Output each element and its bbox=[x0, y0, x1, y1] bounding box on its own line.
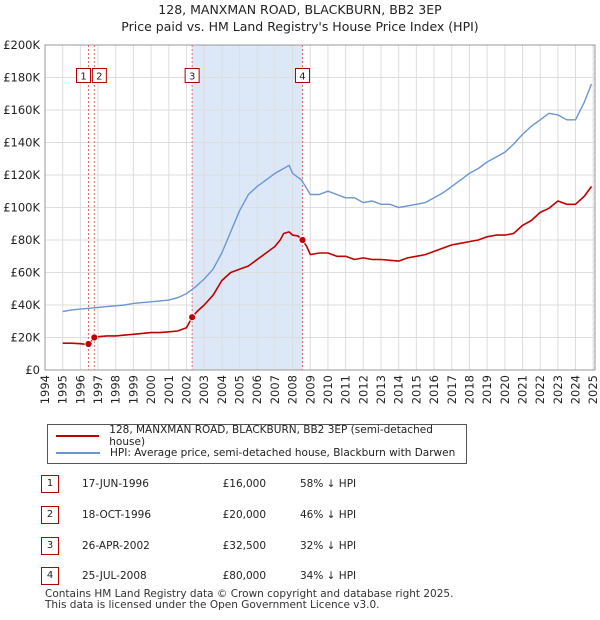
sale-hpi-diff: 46% ↓ HPI bbox=[300, 509, 357, 521]
x-tick-label: 2021 bbox=[515, 375, 529, 404]
legend-label-hpi: HPI: Average price, semi-detached house,… bbox=[110, 447, 456, 459]
sale-row: 3 26-APR-2002 £32,500 32% ↓ HPI bbox=[0, 537, 600, 555]
x-tick-label: 2018 bbox=[462, 375, 476, 404]
sale-date: 25-JUL-2008 bbox=[82, 570, 147, 582]
x-tick-label: 1998 bbox=[109, 375, 123, 404]
x-tick-label: 2022 bbox=[533, 375, 547, 404]
x-tick-label: 2009 bbox=[303, 375, 317, 404]
legend-swatch-property bbox=[56, 435, 100, 437]
footer: Contains HM Land Registry data © Crown c… bbox=[45, 589, 453, 611]
legend-label-property: 128, MANXMAN ROAD, BLACKBURN, BB2 3EP (s… bbox=[109, 424, 433, 448]
sale-price: £20,000 bbox=[222, 509, 266, 521]
y-tick-label: £200K bbox=[3, 38, 40, 52]
x-tick-label: 1997 bbox=[91, 375, 105, 404]
legend-item-property: 128, MANXMAN ROAD, BLACKBURN, BB2 3EP (s… bbox=[56, 424, 466, 448]
chart-legend: 128, MANXMAN ROAD, BLACKBURN, BB2 3EP (s… bbox=[47, 424, 467, 464]
x-tick-label: 2019 bbox=[480, 375, 494, 404]
sale-annotation-label: 3 bbox=[189, 72, 195, 83]
sale-row: 4 25-JUL-2008 £80,000 34% ↓ HPI bbox=[0, 567, 600, 585]
x-tick-label: 2010 bbox=[321, 375, 335, 404]
sale-date: 17-JUN-1996 bbox=[82, 478, 149, 490]
sale-number-badge: 3 bbox=[41, 537, 59, 555]
sale-date: 18-OCT-1996 bbox=[82, 509, 151, 521]
x-tick-label: 2024 bbox=[569, 375, 583, 404]
sale-annotation-box bbox=[184, 68, 200, 83]
legend-swatch-hpi bbox=[56, 452, 100, 454]
x-tick-label: 2000 bbox=[144, 375, 158, 404]
sale-annotation-box bbox=[294, 68, 310, 83]
hpi-line bbox=[62, 83, 593, 313]
y-tick-label: £180K bbox=[3, 71, 40, 85]
sale-annotation-box bbox=[91, 68, 107, 83]
x-tick-label: 2008 bbox=[286, 375, 300, 404]
x-tick-label: 2001 bbox=[162, 375, 176, 404]
sale-row: 2 18-OCT-1996 £20,000 46% ↓ HPI bbox=[0, 506, 600, 524]
x-tick-label: 2020 bbox=[498, 375, 512, 404]
x-tick-label: 2023 bbox=[551, 375, 565, 404]
sale-annotation-label: 1 bbox=[80, 72, 86, 83]
y-tick-label: £0 bbox=[25, 363, 40, 377]
sale-annotation-label: 4 bbox=[299, 72, 305, 83]
x-tick-label: 1995 bbox=[56, 375, 70, 404]
sale-number-badge: 1 bbox=[41, 475, 59, 493]
x-tick-label: 2025 bbox=[586, 375, 600, 404]
x-tick-label: 1999 bbox=[126, 375, 140, 404]
footer-copyright: Contains HM Land Registry data © Crown c… bbox=[45, 588, 454, 600]
sale-point bbox=[188, 313, 197, 322]
x-tick-label: 2016 bbox=[427, 375, 441, 404]
sale-point bbox=[298, 236, 307, 244]
chart-title: 128, MANXMAN ROAD, BLACKBURN, BB2 3EP bbox=[158, 2, 442, 17]
legend-item-hpi: HPI: Average price, semi-detached house,… bbox=[56, 445, 455, 461]
footer-licence: This data is licensed under the Open Gov… bbox=[45, 599, 380, 611]
x-tick-label: 2005 bbox=[233, 375, 247, 404]
sale-point bbox=[90, 333, 99, 342]
x-tick-label: 2004 bbox=[215, 375, 229, 404]
x-tick-label: 2014 bbox=[392, 375, 406, 404]
x-tick-label: 2011 bbox=[339, 375, 353, 404]
y-tick-label: £60K bbox=[11, 266, 41, 280]
x-tick-label: 2006 bbox=[250, 375, 264, 404]
y-tick-label: £40K bbox=[11, 298, 41, 312]
y-tick-label: £100K bbox=[3, 201, 40, 215]
sale-hpi-diff: 32% ↓ HPI bbox=[300, 540, 357, 552]
y-tick-label: £160K bbox=[3, 103, 40, 117]
sale-hpi-diff: 58% ↓ HPI bbox=[300, 478, 357, 490]
x-tick-label: 2017 bbox=[445, 375, 459, 404]
x-tick-label: 2012 bbox=[356, 375, 370, 404]
x-tick-label: 1996 bbox=[73, 375, 87, 404]
chart-subtitle: Price paid vs. HM Land Registry's House … bbox=[121, 19, 479, 34]
x-tick-label: 1994 bbox=[38, 375, 52, 404]
sale-price: £16,000 bbox=[222, 478, 266, 490]
sale-price: £32,500 bbox=[222, 540, 266, 552]
plot-border bbox=[44, 44, 596, 371]
sale-date: 26-APR-2002 bbox=[82, 540, 150, 552]
sale-annotation-box bbox=[76, 68, 92, 83]
x-tick-label: 2013 bbox=[374, 375, 388, 404]
sale-number-badge: 4 bbox=[41, 567, 59, 585]
y-tick-label: £80K bbox=[11, 233, 41, 247]
price-chart: £0 £20K £40K £60K £80K £100K £120K £140K £160K £1… bbox=[3, 38, 600, 404]
sale-price: £80,000 bbox=[222, 570, 266, 582]
y-tick-label: £140K bbox=[3, 136, 40, 150]
x-tick-label: 2007 bbox=[268, 375, 282, 404]
sale-number-badge: 2 bbox=[41, 506, 59, 524]
x-tick-label: 2002 bbox=[179, 375, 193, 404]
x-tick-label: 2003 bbox=[197, 375, 211, 404]
sale-annotation-label: 2 bbox=[96, 72, 102, 83]
sale-point bbox=[84, 340, 93, 348]
y-tick-label: £120K bbox=[3, 168, 40, 182]
sale-row: 1 17-JUN-1996 £16,000 58% ↓ HPI bbox=[0, 475, 600, 493]
x-tick-label: 2015 bbox=[409, 375, 423, 404]
sale-hpi-diff: 34% ↓ HPI bbox=[300, 570, 357, 582]
y-tick-label: £20K bbox=[11, 331, 41, 345]
